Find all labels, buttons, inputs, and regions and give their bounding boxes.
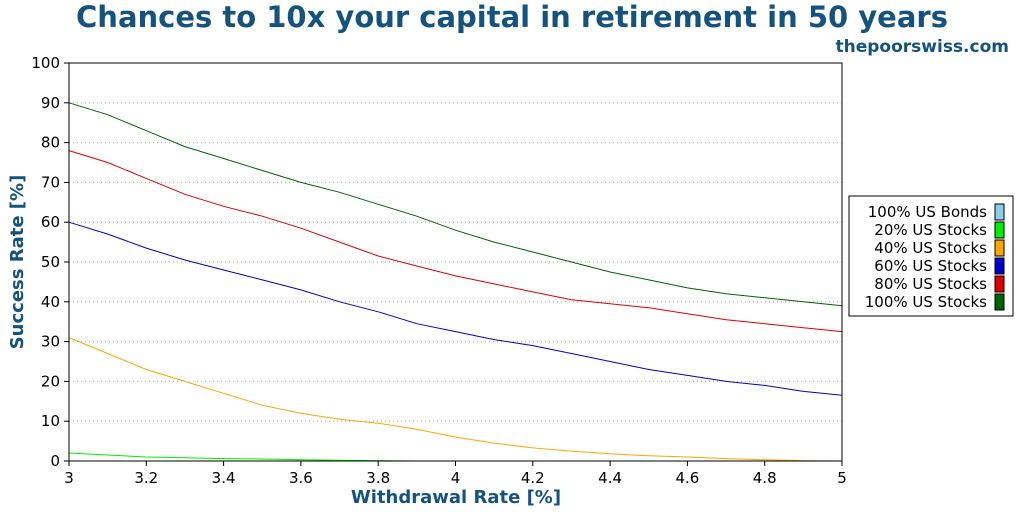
y-tick-label: 30	[41, 333, 60, 351]
y-axis-title: Success Rate [%]	[7, 175, 28, 350]
x-tick-label: 4.8	[753, 469, 777, 487]
x-tick-label: 4.2	[521, 469, 545, 487]
y-tick-label: 90	[41, 94, 60, 112]
series-line-5	[68, 150, 843, 333]
x-tick-label: 5	[837, 469, 847, 487]
y-tick-label: 70	[41, 173, 60, 191]
y-tick-label: 0	[50, 452, 60, 470]
y-tick-label: 40	[41, 293, 60, 311]
legend-label: 60% US Stocks	[874, 257, 987, 275]
legend-box	[848, 195, 1014, 317]
series-lines	[68, 102, 843, 462]
grid-lines	[69, 102, 842, 422]
x-tick-label: 4	[451, 469, 461, 487]
legend-label: 20% US Stocks	[874, 221, 987, 239]
legend-swatch	[994, 257, 1005, 275]
series-line-6	[68, 102, 843, 307]
plot-area-frame	[68, 62, 843, 462]
series-line-3	[68, 337, 843, 462]
y-tick-label: 50	[41, 253, 60, 271]
x-tick-label: 3.4	[212, 469, 236, 487]
axis-ticks: 0 10 20 30 40 50 60 70 80 90 100 3 3.2 3.4 3.6 3.8 4 4.2 4…	[31, 54, 846, 487]
series-line-2	[68, 452, 842, 462]
chart-title: Chances to 10x your capital in retiremen…	[76, 0, 948, 34]
x-tick-label: 4.6	[675, 469, 699, 487]
legend-label: 40% US Stocks	[874, 239, 987, 257]
x-axis-title: Withdrawal Rate [%]	[351, 487, 561, 508]
y-tick-label: 10	[41, 412, 60, 430]
x-tick-label: 3.8	[366, 469, 390, 487]
legend-swatch	[994, 203, 1005, 221]
legend-swatch	[994, 239, 1005, 257]
chart-subtitle: thepoorswiss.com	[836, 37, 1010, 57]
legend-label: 80% US Stocks	[874, 275, 987, 293]
x-tick-label: 3.2	[134, 469, 158, 487]
legend-swatch	[994, 221, 1005, 239]
legend-label: 100% US Stocks	[865, 293, 987, 311]
y-tick-label: 60	[41, 213, 60, 231]
x-tick-label: 3.6	[289, 469, 313, 487]
legend-swatch	[994, 275, 1005, 293]
legend-label: 100% US Bonds	[868, 203, 987, 221]
x-tick-label: 4.4	[598, 469, 622, 487]
x-tick-label: 3	[64, 469, 74, 487]
y-tick-label: 100	[31, 54, 60, 72]
series-line-4	[68, 221, 843, 396]
legend-swatch	[994, 293, 1005, 311]
y-tick-label: 80	[41, 134, 60, 152]
y-tick-label: 20	[41, 372, 60, 390]
